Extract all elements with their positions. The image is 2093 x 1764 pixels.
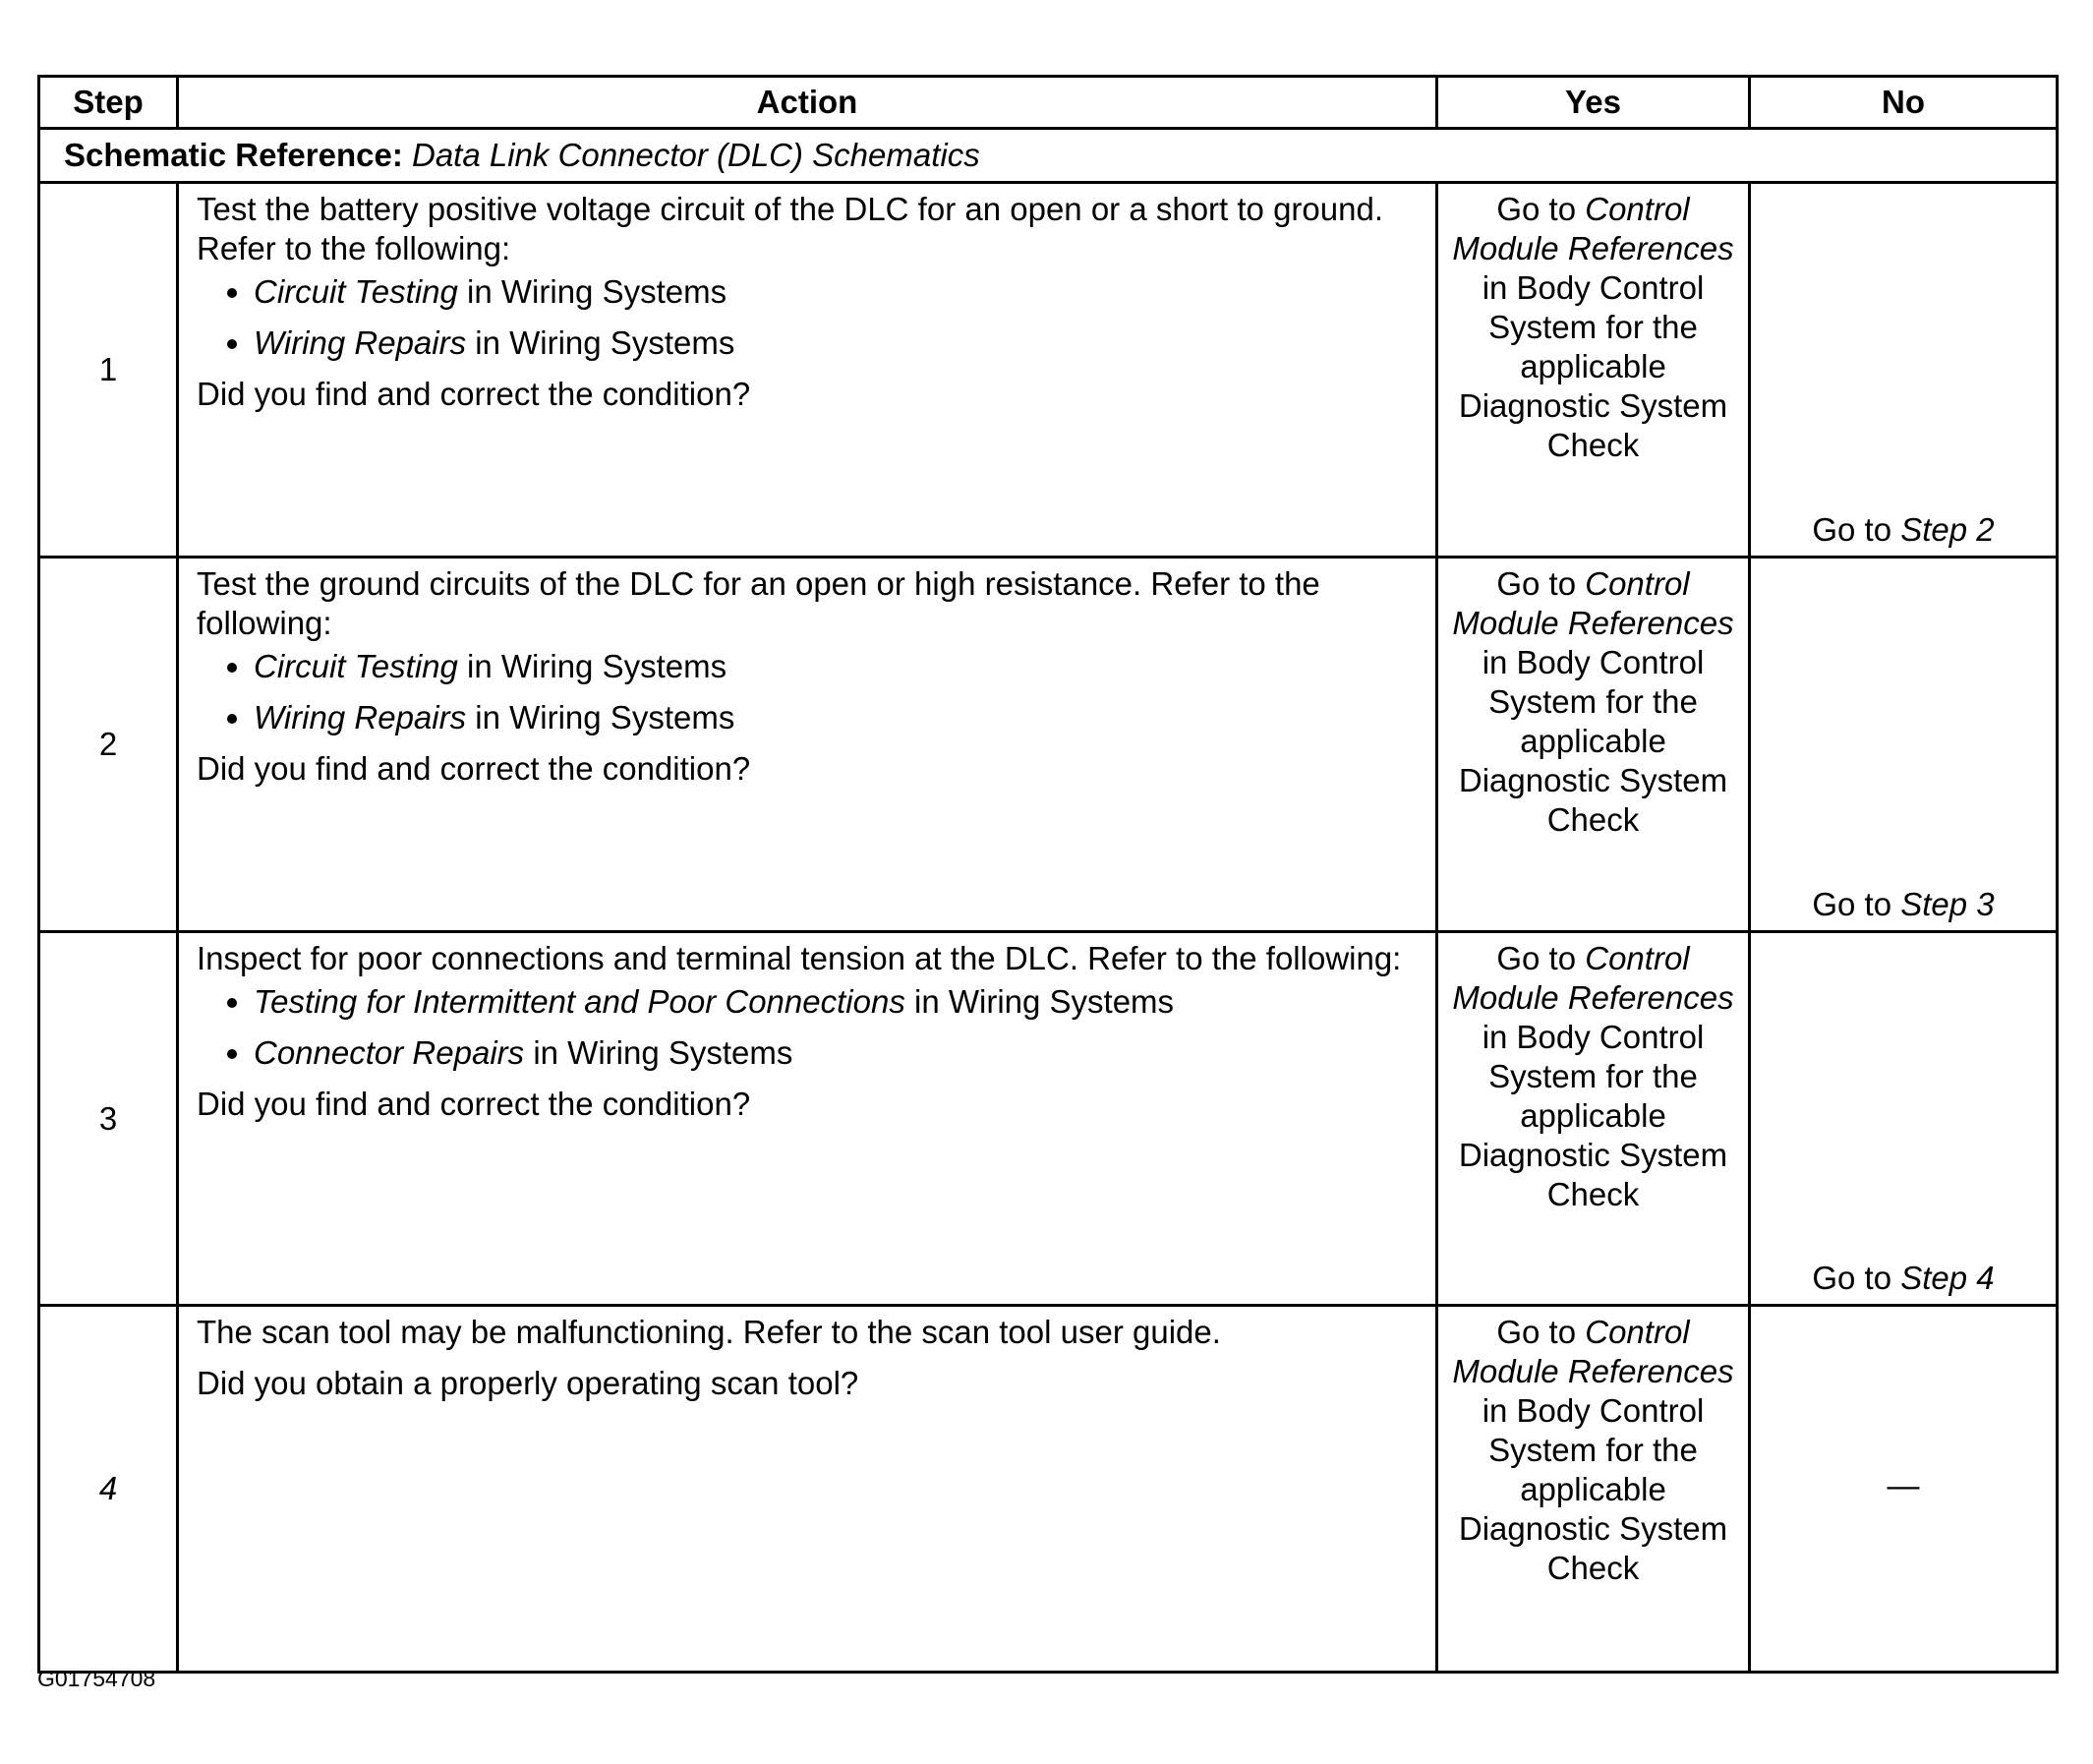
action-cell: Test the battery positive voltage circui… <box>176 181 1438 559</box>
schematic-link[interactable]: Data Link Connector (DLC) Schematics <box>412 137 980 173</box>
list-item: Connector Repairs in Wiring Systems <box>254 1033 1418 1073</box>
figure-id: G01754708 <box>37 1666 156 1691</box>
table-row: 4 The scan tool may be malfunctioning. R… <box>37 1304 2059 1674</box>
no-cell: Go to Step 4 <box>1748 930 2059 1307</box>
header-action: Action <box>176 75 1438 130</box>
yes-cell: Go to Control Module References in Body … <box>1435 556 1751 933</box>
header-row: Step Action Yes No <box>37 75 2059 130</box>
no-cell: Go to Step 2 <box>1748 181 2059 559</box>
step-number: 1 <box>37 181 179 559</box>
table-row: 2 Test the ground circuits of the DLC fo… <box>37 556 2059 933</box>
schematic-reference-row: Schematic Reference: Data Link Connector… <box>37 127 2059 184</box>
header-no: No <box>1748 75 2059 130</box>
header-step: Step <box>37 75 179 130</box>
yes-cell: Go to Control Module References in Body … <box>1435 1304 1751 1674</box>
step-number: 4 <box>37 1304 179 1674</box>
step-number: 2 <box>37 556 179 933</box>
diagnostic-table: Step Action Yes No Schematic Reference: … <box>37 75 2059 1674</box>
table-row: 3 Inspect for poor connections and termi… <box>37 930 2059 1307</box>
schematic-label: Schematic Reference: <box>64 137 403 173</box>
no-cell: — <box>1748 1304 2059 1674</box>
action-cell: The scan tool may be malfunctioning. Ref… <box>176 1304 1438 1674</box>
yes-cell: Go to Control Module References in Body … <box>1435 181 1751 559</box>
header-yes: Yes <box>1435 75 1751 130</box>
list-item: Circuit Testing in Wiring Systems <box>254 272 1418 312</box>
action-cell: Test the ground circuits of the DLC for … <box>176 556 1438 933</box>
table-row: 1 Test the battery positive voltage circ… <box>37 181 2059 559</box>
step-number: 3 <box>37 930 179 1307</box>
yes-cell: Go to Control Module References in Body … <box>1435 930 1751 1307</box>
action-cell: Inspect for poor connections and termina… <box>176 930 1438 1307</box>
list-item: Wiring Repairs in Wiring Systems <box>254 323 1418 363</box>
no-cell: Go to Step 3 <box>1748 556 2059 933</box>
list-item: Circuit Testing in Wiring Systems <box>254 647 1418 686</box>
list-item: Wiring Repairs in Wiring Systems <box>254 698 1418 737</box>
list-item: Testing for Intermittent and Poor Connec… <box>254 982 1418 1022</box>
